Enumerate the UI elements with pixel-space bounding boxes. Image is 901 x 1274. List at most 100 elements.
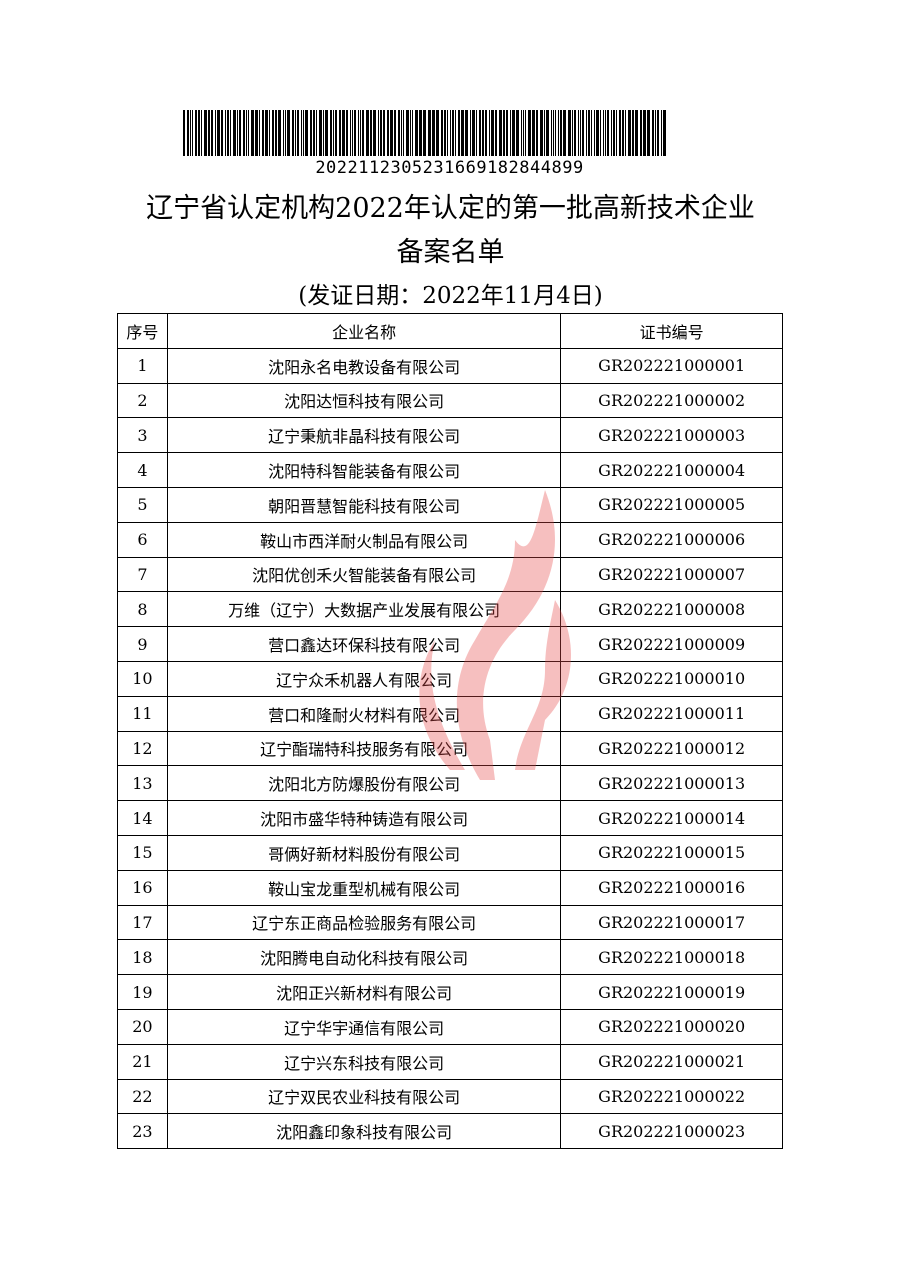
- cert-number-cell: GR202221000018: [560, 939, 783, 976]
- barcode-bar: [339, 110, 341, 156]
- barcode-bar: [319, 110, 322, 156]
- barcode-bar: [479, 110, 481, 156]
- barcode-bar: [489, 110, 490, 156]
- company-name-cell: 营口和隆耐火材料有限公司: [166, 695, 562, 732]
- index-cell: 22: [117, 1078, 168, 1115]
- barcode-bar: [503, 110, 505, 156]
- barcode-bar: [390, 110, 393, 156]
- barcode-bar: [619, 110, 621, 156]
- barcode-bar: [251, 110, 254, 156]
- table-row: 10 辽宁众禾机器人有限公司 GR202221000010: [117, 660, 783, 697]
- barcode-bar: [412, 110, 413, 156]
- index-cell: 5: [117, 486, 168, 523]
- barcode-bar: [195, 110, 197, 156]
- barcode-bar: [354, 110, 356, 156]
- index-cell: 11: [117, 695, 168, 732]
- barcode-bar: [383, 110, 385, 156]
- barcode-bar: [663, 110, 666, 156]
- barcode-bar: [523, 110, 524, 156]
- company-name-cell: 沈阳达恒科技有限公司: [166, 382, 562, 419]
- index-cell: 8: [117, 591, 168, 628]
- barcode-number: 2022112305231669182844899: [315, 158, 584, 178]
- barcode-bar: [285, 110, 286, 156]
- company-name-cell: 沈阳鑫印象科技有限公司: [166, 1113, 562, 1150]
- company-name-cell: 哥俩好新材料股份有限公司: [166, 834, 562, 871]
- barcode-bar: [217, 110, 220, 156]
- index-cell: 2: [117, 382, 168, 419]
- barcode-bar: [544, 110, 545, 156]
- barcode-bar: [187, 110, 189, 156]
- barcode-bar: [301, 110, 302, 156]
- barcode-bar: [192, 110, 193, 156]
- barcode-bar: [455, 110, 456, 156]
- barcode-bar: [380, 110, 382, 156]
- barcode-bar: [335, 110, 337, 156]
- barcode-bar: [572, 110, 573, 156]
- index-cell: 9: [117, 626, 168, 662]
- barcode-bar: [428, 110, 431, 156]
- barcode-bar: [221, 110, 223, 156]
- index-cell: 14: [117, 800, 168, 836]
- table-row: 16 鞍山宝龙重型机械有限公司 GR202221000016: [117, 869, 783, 906]
- barcode-bar: [616, 110, 617, 156]
- barcode-bar: [510, 110, 511, 156]
- barcode-bar: [635, 110, 638, 156]
- cert-number-cell: GR202221000016: [560, 869, 783, 906]
- barcode-bar: [596, 110, 599, 156]
- barcode-bar: [330, 110, 332, 156]
- barcode-bar: [605, 110, 606, 156]
- barcode-bar: [632, 110, 634, 156]
- barcode-bar: [415, 110, 418, 156]
- company-name-cell: 辽宁秉航非晶科技有限公司: [166, 417, 562, 454]
- barcode-bar: [227, 110, 229, 156]
- barcode-bar: [470, 110, 471, 156]
- table-row: 20 辽宁华宇通信有限公司 GR202221000020: [117, 1008, 783, 1045]
- barcode-bar: [603, 110, 604, 156]
- company-name-cell: 沈阳特科智能装备有限公司: [166, 452, 562, 488]
- barcode-bar: [655, 110, 656, 156]
- table-header-row: 序号 企业名称 证书编号: [117, 313, 783, 349]
- table-row: 12 辽宁酯瑞特科技服务有限公司 GR202221000012: [117, 730, 783, 767]
- barcode-bar: [652, 110, 654, 156]
- barcode-bar: [323, 110, 324, 156]
- issue-date: (发证日期：2022年11月4日): [298, 283, 603, 309]
- barcode-bar: [208, 110, 210, 156]
- barcode-bar: [528, 110, 531, 156]
- cert-number-cell: GR202221000002: [560, 382, 783, 419]
- barcode-bar: [262, 110, 264, 156]
- barcode-bar: [313, 110, 315, 156]
- barcode-bar: [540, 110, 543, 156]
- barcode-bar: [378, 110, 379, 156]
- cert-number-cell: GR202221000015: [560, 834, 783, 871]
- table-row: 22 辽宁双民农业科技有限公司 GR202221000022: [117, 1078, 783, 1115]
- barcode-bar: [580, 110, 581, 156]
- barcode-bar: [472, 110, 475, 156]
- barcode-bar: [239, 110, 241, 156]
- barcode-bar: [366, 110, 369, 156]
- barcode-bar: [204, 110, 207, 156]
- table-row: 1 沈阳永名电教设备有限公司 GR202221000001: [117, 347, 783, 384]
- barcode-bar: [532, 110, 535, 156]
- barcode-bar: [558, 110, 559, 156]
- barcode-bar: [201, 110, 202, 156]
- barcode-bar: [441, 110, 443, 156]
- cert-number-cell: GR202221000001: [560, 347, 783, 384]
- barcode-bar: [297, 110, 299, 156]
- barcode-bar: [310, 110, 312, 156]
- barcode-bar: [560, 110, 562, 156]
- barcode-bar: [198, 110, 200, 156]
- barcode-bar: [269, 110, 270, 156]
- index-cell: 19: [117, 974, 168, 1010]
- barcode-bar: [278, 110, 281, 156]
- table-row: 4 沈阳特科智能装备有限公司 GR202221000004: [117, 452, 783, 488]
- table-row: 14 沈阳市盛华特种铸造有限公司 GR202221000014: [117, 800, 783, 836]
- barcode-bar: [342, 110, 345, 156]
- company-name-cell: 沈阳优创禾火智能装备有限公司: [166, 556, 562, 593]
- company-name-cell: 沈阳永名电教设备有限公司: [166, 347, 562, 384]
- cert-number-cell: GR202221000008: [560, 591, 783, 628]
- barcode-bar: [628, 110, 631, 156]
- barcode-bar: [591, 110, 592, 156]
- table-row: 13 沈阳北方防爆股份有限公司 GR202221000013: [117, 765, 783, 802]
- barcode-bar: [352, 110, 353, 156]
- barcode-bar: [275, 110, 277, 156]
